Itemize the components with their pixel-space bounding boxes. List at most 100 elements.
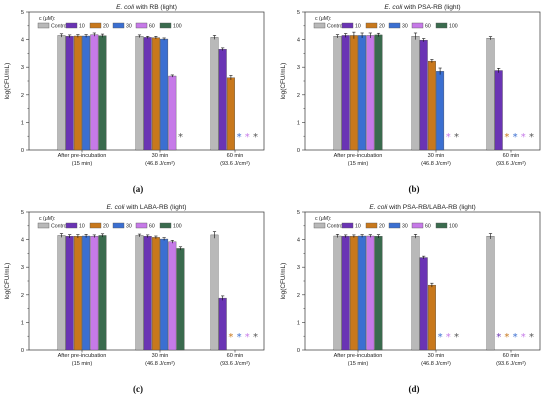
y-tick-label: 1 <box>297 320 300 326</box>
y-tick-label: 3 <box>297 65 300 71</box>
y-tick-label: 0 <box>21 148 24 154</box>
y-tick-label: 3 <box>21 65 24 71</box>
legend-item-20: 20 <box>365 22 385 30</box>
bar-10 <box>419 39 428 151</box>
bar-20 <box>427 60 436 151</box>
x-tick-label: 60 min <box>227 153 244 159</box>
y-tick-label: 1 <box>21 120 24 126</box>
bar-10 <box>143 236 152 351</box>
significance-star: * <box>253 132 258 143</box>
x-tick-sublabel: (46.8 J/cm²) <box>421 161 451 167</box>
y-tick-label: 0 <box>297 348 300 354</box>
legend-item-10: 10 <box>341 22 361 30</box>
legend-item-30: 30 <box>112 22 132 30</box>
legend-swatch <box>65 222 78 229</box>
x-tick-label: 30 min <box>152 353 169 359</box>
bar-30 <box>82 35 91 151</box>
legend-swatch <box>411 222 424 229</box>
legend-label: 100 <box>449 224 458 230</box>
significance-star: * <box>454 132 459 143</box>
bar-10 <box>218 297 227 351</box>
legend-swatch <box>89 22 102 29</box>
x-tick-sublabel: (46.8 J/cm²) <box>145 161 175 167</box>
significance-star: * <box>504 332 509 343</box>
y-tick-label: 4 <box>21 238 24 244</box>
bar-20 <box>226 77 235 151</box>
legend-title: c (μM): <box>315 216 331 222</box>
y-tick-label: 4 <box>297 238 300 244</box>
x-tick-label: After pre-incubation <box>334 153 383 159</box>
legend-item-10: 10 <box>65 222 85 230</box>
chart-title-treatment: with PSA-RB/LABA-RB (light) <box>387 204 475 211</box>
legend-item-20: 20 <box>89 222 109 230</box>
x-tick-label: 60 min <box>503 353 520 359</box>
legend-title: c (μM): <box>39 16 55 22</box>
significance-star: * <box>521 132 526 143</box>
legend-label: Control <box>51 224 68 230</box>
significance-star: * <box>521 332 526 343</box>
significance-star: * <box>504 132 509 143</box>
x-tick-label: 30 min <box>152 153 169 159</box>
x-tick-sublabel: (93.6 J/cm²) <box>496 161 526 167</box>
legend-item-100: 100 <box>159 222 182 230</box>
legend-swatch <box>37 222 50 229</box>
chart-panel-4: E. coli with PSA-RB/LABA-RB (light) 0 1 2 3 4… <box>280 204 541 394</box>
chart-title-treatment: with LABA-RB (light) <box>125 204 187 211</box>
bar-20 <box>349 236 358 351</box>
significance-star: * <box>228 332 233 343</box>
x-tick-label: 60 min <box>503 153 520 159</box>
x-tick-sublabel: (15 min) <box>348 361 369 367</box>
x-tick-label: 60 min <box>227 353 244 359</box>
legend-label: Control <box>327 24 344 30</box>
legend-title: c (μM): <box>39 216 55 222</box>
legend-swatch <box>159 22 172 29</box>
x-tick-sublabel: (15 min) <box>72 361 93 367</box>
legend-swatch <box>65 22 78 29</box>
legend-label: 10 <box>79 24 85 30</box>
bar-control <box>333 36 342 151</box>
bar-60 <box>366 235 375 351</box>
bar-100 <box>374 236 383 351</box>
bar-20 <box>73 35 82 151</box>
chart-panel-3: E. coli with LABA-RB (light) 0 1 2 3 4 5 log(CF… <box>4 204 265 394</box>
legend-label: 100 <box>173 24 182 30</box>
y-axis-label: log(CFU/mL) <box>4 63 11 100</box>
y-axis-label: log(CFU/mL) <box>280 263 287 300</box>
x-tick-sublabel: (46.8 J/cm²) <box>145 361 175 367</box>
legend-swatch <box>341 22 354 29</box>
significance-star: * <box>245 332 250 343</box>
bar-control <box>57 235 66 351</box>
legend-swatch <box>159 222 172 229</box>
legend-label: 20 <box>379 224 385 230</box>
significance-star: * <box>446 132 451 143</box>
legend-item-30: 30 <box>388 222 408 230</box>
legend-item-100: 100 <box>435 222 458 230</box>
bar-control <box>486 236 495 351</box>
x-tick-label: 30 min <box>428 153 445 159</box>
significance-star: * <box>237 332 242 343</box>
bar-100 <box>176 248 185 351</box>
legend-swatch <box>411 22 424 29</box>
bar-60 <box>168 75 177 151</box>
bar-30 <box>436 71 445 151</box>
significance-star: * <box>253 332 258 343</box>
bar-control <box>210 37 219 151</box>
bar-10 <box>341 236 350 351</box>
bar-20 <box>73 236 82 351</box>
bar-10 <box>494 70 503 151</box>
legend-label: 10 <box>355 24 361 30</box>
y-tick-label: 1 <box>297 120 300 126</box>
legend-item-control: Control <box>37 22 68 30</box>
legend-label: 20 <box>103 224 109 230</box>
legend-label: 60 <box>149 224 155 230</box>
legend-item-10: 10 <box>341 222 361 230</box>
legend-swatch <box>89 222 102 229</box>
y-tick-label: 5 <box>297 10 300 16</box>
legend-swatch <box>388 222 401 229</box>
significance-star: * <box>513 332 518 343</box>
y-tick-label: 0 <box>297 148 300 154</box>
bar-60 <box>90 34 99 151</box>
bar-control <box>411 236 420 351</box>
legend-swatch <box>341 222 354 229</box>
bar-10 <box>341 35 350 151</box>
